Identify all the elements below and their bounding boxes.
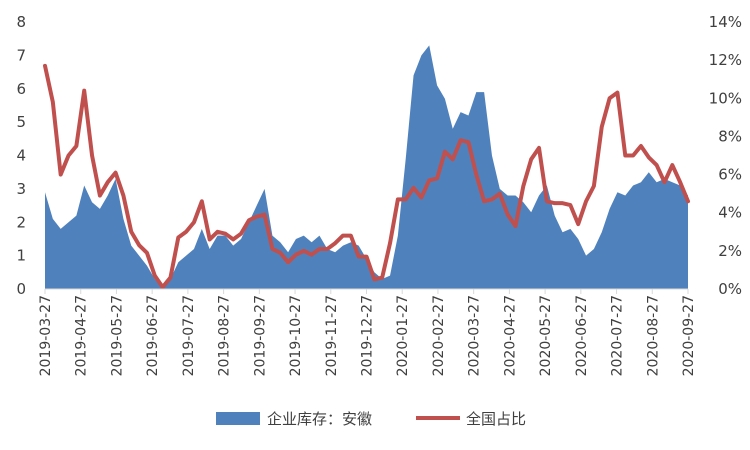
x-tick-label: 2020-02-27 xyxy=(431,295,447,376)
x-tick-label: 2020-03-27 xyxy=(467,295,483,376)
x-tick-label: 2019-07-27 xyxy=(181,295,197,376)
y-left-tick-label: 6 xyxy=(16,80,26,98)
y-axis-right: 0% 2% 4% 6% 8% 10% 12% 14% xyxy=(709,13,742,298)
x-tick-label: 2019-04-27 xyxy=(74,295,90,376)
y-left-tick-label: 0 xyxy=(16,280,26,298)
x-tick-label: 2020-04-27 xyxy=(502,295,518,376)
y-right-tick-label: 0% xyxy=(718,280,742,298)
y-right-tick-label: 2% xyxy=(718,242,742,260)
area-series-inventory xyxy=(45,45,688,289)
legend-label-line: 全国占比 xyxy=(466,410,526,428)
y-right-tick-label: 8% xyxy=(718,127,742,145)
legend-label-area: 企业库存：安徽 xyxy=(267,410,372,428)
y-left-tick-label: 5 xyxy=(16,113,26,131)
y-right-tick-label: 12% xyxy=(709,51,742,69)
x-tick-label: 2019-05-27 xyxy=(109,295,125,376)
legend: 企业库存：安徽 全国占比 xyxy=(216,410,526,428)
x-tick-label: 2019-09-27 xyxy=(252,295,268,376)
y-right-tick-label: 4% xyxy=(718,204,742,222)
y-right-tick-label: 6% xyxy=(718,166,742,184)
x-tick-label: 2019-08-27 xyxy=(217,295,233,376)
x-tick-label: 2020-05-27 xyxy=(538,295,554,376)
y-left-tick-label: 2 xyxy=(16,213,26,231)
area-series-layer xyxy=(45,45,688,289)
line-series-layer xyxy=(43,63,690,290)
x-tick-label: 2020-09-27 xyxy=(681,295,697,376)
x-tick-label: 2019-06-27 xyxy=(145,295,161,376)
y-right-tick-label: 10% xyxy=(709,89,742,107)
x-tick-label: 2019-12-27 xyxy=(360,295,376,376)
x-tick-label: 2020-08-27 xyxy=(645,295,661,376)
x-tick-label: 2019-10-27 xyxy=(288,295,304,376)
x-tick-label: 2019-11-27 xyxy=(324,295,340,376)
y-left-tick-label: 1 xyxy=(16,247,26,265)
x-tick-label: 2020-01-27 xyxy=(395,295,411,376)
x-axis: 2019-03-27 2019-04-27 2019-05-27 2019-06-27… xyxy=(38,289,697,376)
x-tick-label: 2020-06-27 xyxy=(574,295,590,376)
y-left-tick-label: 3 xyxy=(16,180,26,198)
line-series-national-share xyxy=(43,63,690,290)
y-left-tick-label: 7 xyxy=(16,46,26,64)
y-left-tick-label: 8 xyxy=(16,13,26,31)
y-axis-left: 0 1 2 3 4 5 6 7 8 xyxy=(16,13,26,298)
x-tick-label: 2019-03-27 xyxy=(38,295,54,376)
legend-swatch-area xyxy=(216,412,260,425)
y-left-tick-label: 4 xyxy=(16,147,26,165)
x-tick-label: 2020-07-27 xyxy=(610,295,626,376)
y-right-tick-label: 14% xyxy=(709,13,742,31)
